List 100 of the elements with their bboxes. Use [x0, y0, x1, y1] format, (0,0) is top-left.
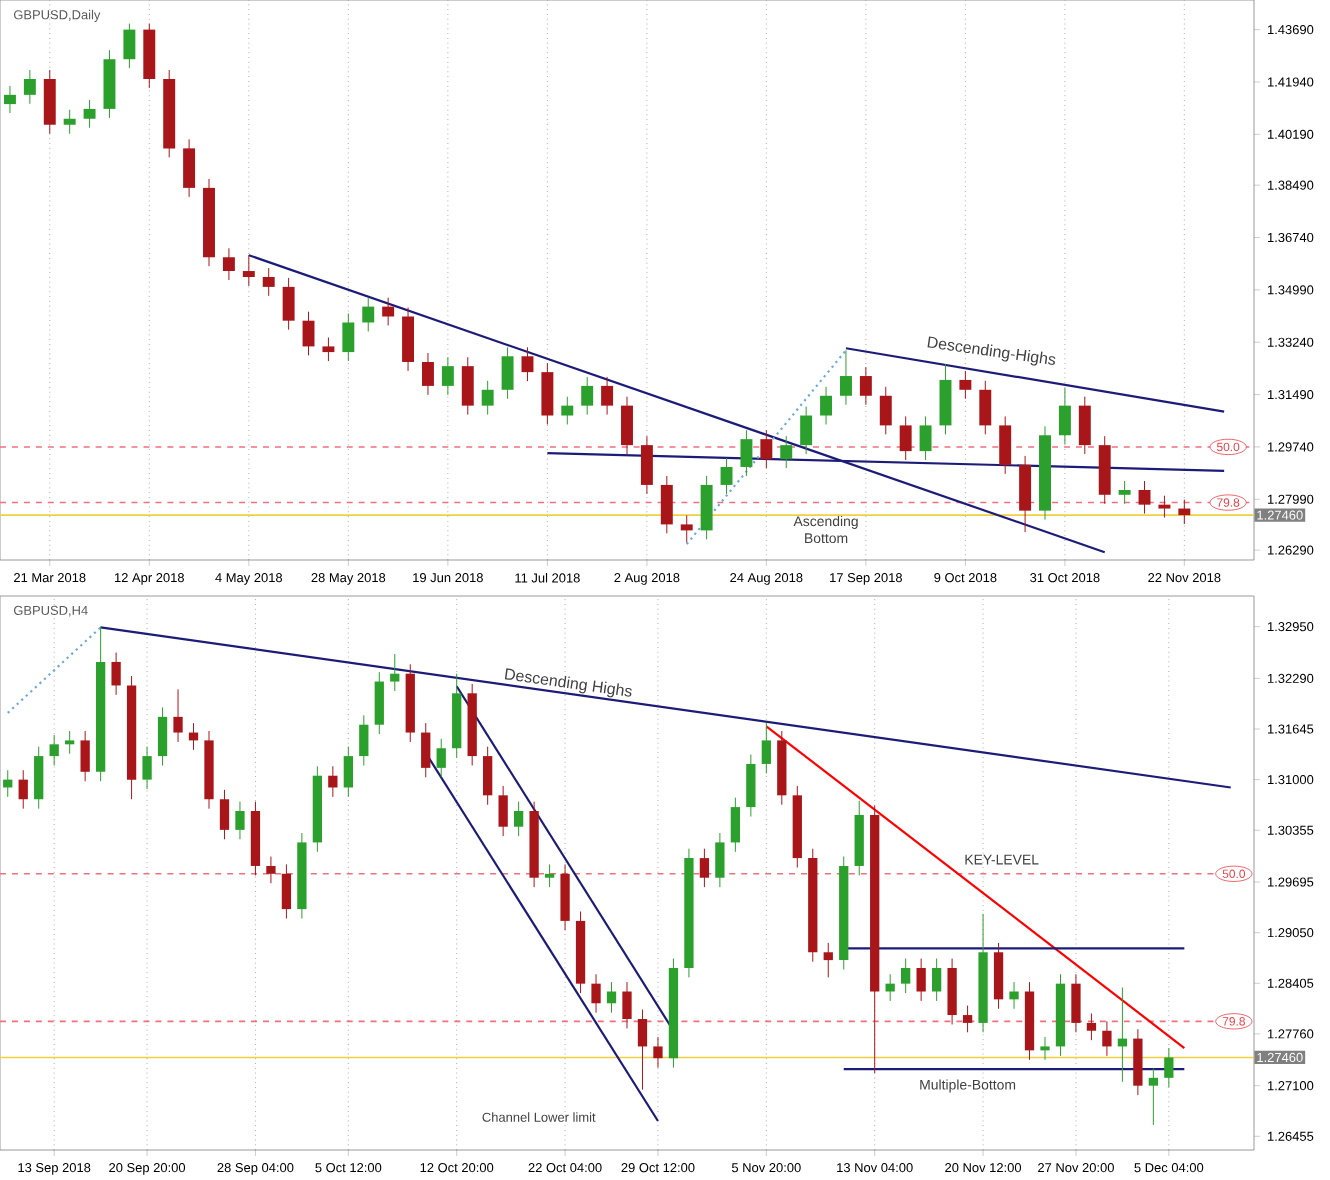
candlestick	[513, 801, 524, 837]
candlestick	[302, 311, 315, 356]
candlestick	[521, 346, 534, 382]
candlestick	[740, 429, 753, 477]
candlestick	[382, 297, 395, 326]
candlestick	[680, 514, 693, 543]
candlestick	[281, 863, 292, 920]
candlestick	[999, 415, 1012, 475]
candlestick	[219, 789, 230, 840]
candlestick	[621, 396, 633, 455]
candlestick	[63, 109, 76, 135]
candlestick	[49, 734, 59, 767]
candlestick	[622, 981, 632, 1029]
candlestick	[979, 380, 992, 435]
candlestick	[342, 313, 355, 362]
candlestick	[441, 356, 454, 396]
candlestick	[483, 746, 493, 806]
candlestick	[780, 435, 793, 469]
candlestick	[660, 475, 673, 534]
candlestick	[501, 346, 514, 400]
candlestick	[699, 848, 710, 888]
candlestick	[262, 267, 275, 297]
candlestick	[421, 352, 434, 396]
candlestick	[83, 99, 96, 129]
candlestick	[173, 688, 183, 743]
candlestick	[242, 254, 255, 287]
candlestick	[222, 247, 235, 281]
candlestick	[947, 958, 957, 1025]
candlestick	[421, 722, 431, 778]
candlestick	[653, 1036, 663, 1069]
candlestick	[498, 785, 508, 837]
candlestick	[235, 801, 245, 840]
candlestick	[1178, 499, 1191, 525]
candlestick	[436, 738, 446, 778]
candlestick	[282, 277, 295, 331]
candlestick	[111, 652, 121, 696]
candlestick	[640, 435, 653, 495]
candlestick	[1019, 455, 1032, 533]
candlestick	[760, 429, 773, 469]
candlestick	[899, 415, 912, 461]
candlestick	[606, 981, 617, 1014]
candlestick	[65, 730, 75, 755]
candlestick	[157, 706, 168, 767]
candlestick	[34, 746, 44, 810]
candlestick	[362, 297, 375, 332]
candlestick	[919, 415, 932, 461]
candlestick	[591, 973, 601, 1014]
candlestick	[561, 396, 574, 425]
candlestick	[839, 349, 852, 406]
candlestick	[879, 386, 892, 435]
candlestick	[885, 973, 895, 1002]
candlestick	[823, 942, 833, 978]
candlestick	[959, 370, 972, 400]
candlestick	[328, 765, 338, 798]
candlestick	[715, 832, 725, 888]
candlestick	[1164, 1047, 1174, 1088]
candlestick	[916, 958, 926, 1002]
candlestick	[266, 856, 276, 884]
candlestick	[962, 1005, 973, 1033]
candlestick	[1158, 495, 1171, 519]
candlestick	[1086, 1012, 1097, 1041]
candlestick	[800, 406, 813, 455]
candlestick	[18, 769, 28, 810]
candlestick	[761, 722, 771, 774]
candlestick	[939, 363, 952, 435]
candlestick	[43, 69, 56, 135]
candlestick	[601, 376, 614, 416]
candlestick	[560, 863, 570, 931]
candlestick	[720, 457, 733, 495]
candlestick	[1138, 480, 1151, 515]
candlestick	[481, 380, 494, 416]
candlestick	[1118, 480, 1131, 505]
candlestick	[901, 958, 911, 994]
candlestick	[859, 366, 872, 406]
candlestick	[544, 863, 555, 888]
candlestick	[3, 85, 16, 114]
candlestick	[23, 69, 36, 105]
candlestick	[1071, 973, 1081, 1033]
candlestick	[993, 942, 1004, 1010]
candlestick	[183, 138, 196, 198]
candlestick	[1058, 387, 1071, 445]
candlestick	[322, 336, 335, 362]
candlestick	[541, 362, 554, 425]
candlestick	[390, 653, 400, 692]
candlestick	[1078, 396, 1091, 455]
candlestick	[1040, 1036, 1050, 1061]
candlestick	[820, 386, 833, 425]
candlestick	[1133, 1028, 1143, 1096]
candlestick	[746, 754, 756, 818]
candlestick	[142, 746, 152, 790]
candlestick	[402, 307, 415, 372]
candlestick	[1009, 981, 1019, 1010]
candlestick	[581, 376, 594, 416]
candlestick	[374, 671, 384, 735]
candlestick	[461, 356, 474, 416]
candlestick	[1148, 1067, 1159, 1126]
candlestick	[123, 23, 136, 69]
candlestick	[931, 958, 942, 1002]
candlestick	[637, 1009, 648, 1091]
candlestick	[730, 797, 741, 853]
